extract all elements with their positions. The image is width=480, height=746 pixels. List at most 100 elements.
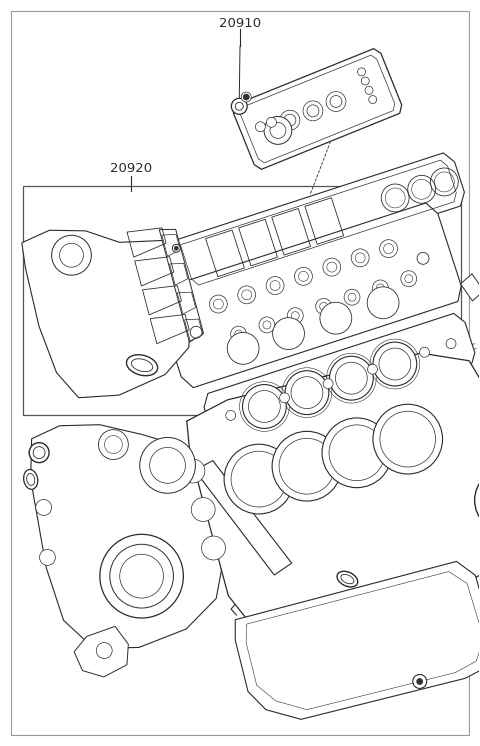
Circle shape [264,116,292,144]
Polygon shape [159,229,204,342]
Circle shape [241,92,251,102]
Polygon shape [31,424,224,648]
Circle shape [368,364,377,374]
Circle shape [355,253,365,263]
Circle shape [348,293,356,301]
Circle shape [329,425,384,480]
Circle shape [100,534,183,618]
Circle shape [242,290,252,300]
Polygon shape [22,231,191,398]
Polygon shape [233,48,402,169]
Circle shape [120,554,164,598]
Circle shape [60,243,84,267]
Circle shape [96,642,112,659]
Circle shape [320,302,352,334]
Circle shape [243,94,249,100]
Circle shape [322,418,392,488]
Circle shape [242,385,286,428]
Circle shape [413,674,427,689]
Polygon shape [461,274,480,301]
Circle shape [249,391,280,422]
Circle shape [39,549,55,565]
Circle shape [316,298,332,314]
Circle shape [230,326,247,342]
Circle shape [214,299,223,309]
Circle shape [323,379,333,389]
Circle shape [181,459,205,483]
Circle shape [351,249,369,267]
Circle shape [361,77,369,85]
Circle shape [446,339,456,348]
Circle shape [320,302,328,310]
Text: 20910: 20910 [219,17,261,30]
Circle shape [384,244,394,254]
Ellipse shape [132,359,153,372]
Polygon shape [74,627,128,677]
Circle shape [36,500,52,515]
Circle shape [372,280,388,296]
FancyBboxPatch shape [12,11,468,735]
Circle shape [369,95,377,104]
Circle shape [373,404,443,474]
Circle shape [299,272,309,281]
Polygon shape [158,203,461,388]
Circle shape [329,357,373,400]
Circle shape [280,110,300,130]
Circle shape [291,377,323,409]
Circle shape [263,321,271,329]
Circle shape [226,410,236,420]
Circle shape [29,442,49,463]
Ellipse shape [126,355,157,376]
Circle shape [380,411,435,467]
Circle shape [266,277,284,295]
Circle shape [288,307,303,324]
Circle shape [235,102,243,110]
Circle shape [98,430,128,460]
Circle shape [323,258,341,276]
Circle shape [336,363,367,394]
Circle shape [284,114,296,126]
Polygon shape [235,562,480,719]
Circle shape [417,252,429,264]
Polygon shape [187,353,480,626]
Circle shape [373,342,417,386]
Circle shape [327,262,337,272]
Circle shape [231,98,247,114]
Circle shape [209,295,228,313]
Circle shape [238,286,256,304]
Circle shape [307,105,319,117]
Circle shape [379,348,411,380]
Text: 20920: 20920 [109,163,152,175]
Circle shape [365,87,373,94]
Circle shape [295,267,312,285]
Circle shape [330,95,342,107]
Circle shape [475,468,480,532]
Circle shape [224,444,294,514]
Circle shape [150,448,185,483]
Circle shape [231,451,287,507]
Circle shape [270,280,280,290]
Ellipse shape [341,574,354,584]
Circle shape [285,371,329,415]
Circle shape [110,545,173,608]
Circle shape [405,275,413,283]
Circle shape [266,117,276,128]
Circle shape [367,287,399,319]
Circle shape [401,271,417,286]
Circle shape [270,122,286,138]
Circle shape [344,289,360,305]
Circle shape [376,284,384,292]
Polygon shape [195,460,292,575]
Circle shape [417,678,423,685]
Circle shape [326,92,346,111]
Circle shape [51,235,91,275]
Circle shape [227,333,259,364]
Ellipse shape [27,474,35,486]
Circle shape [303,101,323,121]
Circle shape [190,326,202,338]
Circle shape [279,439,335,494]
Circle shape [105,436,122,454]
Circle shape [174,246,178,250]
Circle shape [192,498,215,521]
Circle shape [380,239,397,257]
